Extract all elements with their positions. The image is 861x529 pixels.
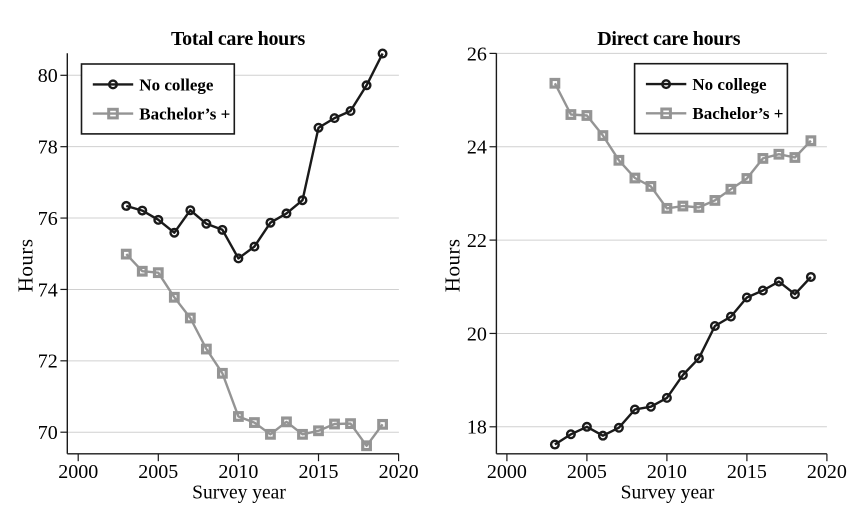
svg-text:Hours: Hours [13,238,37,292]
svg-text:No college: No college [139,75,214,94]
svg-text:18: 18 [467,417,487,439]
svg-text:20: 20 [467,323,487,345]
svg-text:Bachelor’s +: Bachelor’s + [692,104,783,123]
svg-text:2005: 2005 [138,461,178,483]
svg-text:76: 76 [38,208,58,230]
svg-text:72: 72 [38,351,58,373]
svg-text:Hours: Hours [440,238,464,292]
svg-text:2000: 2000 [487,461,527,483]
svg-text:2000: 2000 [58,461,98,483]
svg-text:2015: 2015 [299,461,339,483]
svg-text:Total care hours: Total care hours [171,28,306,50]
svg-text:Survey year: Survey year [192,482,286,503]
svg-text:Survey year: Survey year [621,482,715,503]
svg-text:70: 70 [38,422,58,444]
svg-text:Direct care hours: Direct care hours [597,28,741,50]
svg-text:26: 26 [467,43,487,65]
svg-text:22: 22 [467,230,487,252]
svg-text:Bachelor’s +: Bachelor’s + [139,105,230,124]
svg-text:2005: 2005 [567,461,607,483]
svg-text:No college: No college [692,75,767,94]
svg-text:2015: 2015 [727,461,767,483]
svg-text:2020: 2020 [379,461,419,483]
svg-text:24: 24 [467,137,487,159]
svg-text:78: 78 [38,137,58,159]
svg-text:2020: 2020 [807,461,847,483]
svg-text:80: 80 [38,65,58,87]
svg-text:74: 74 [38,279,58,301]
svg-text:2010: 2010 [647,461,687,483]
svg-text:2010: 2010 [218,461,258,483]
